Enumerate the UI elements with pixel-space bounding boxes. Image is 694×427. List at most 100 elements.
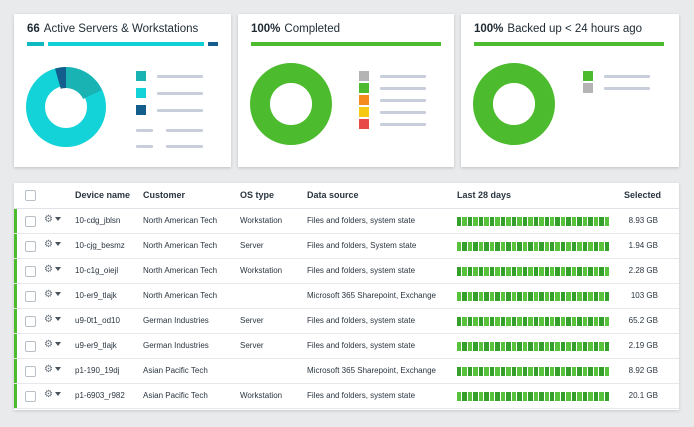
chevron-down-icon[interactable] [55,242,61,246]
row-checkbox[interactable] [25,366,36,377]
last-28-days-bar[interactable] [457,392,610,401]
row-checkbox[interactable] [25,266,36,277]
table-row[interactable]: ⚙ 10-er9_tlajk North American Tech Microsof… [14,284,679,309]
day-status-cell [604,292,610,301]
device-type-donut[interactable] [25,66,107,148]
day-status-cell [566,392,571,401]
last-28-days-bar[interactable] [457,217,610,226]
gear-icon[interactable]: ⚙ [44,389,53,400]
day-status-cell [517,392,522,401]
day-status-cell [517,342,522,351]
device-name-cell[interactable]: u9-0t1_od10 [75,316,120,325]
day-status-cell [544,392,549,401]
row-checkbox[interactable] [25,216,36,227]
chevron-down-icon[interactable] [55,292,61,296]
day-status-cell [511,317,517,326]
day-status-cell [511,367,517,376]
chevron-down-icon[interactable] [55,267,61,271]
header-data-source[interactable]: Data source [307,190,359,200]
gear-icon[interactable]: ⚙ [44,314,53,325]
day-status-cell [522,367,528,376]
day-status-cell [500,267,506,276]
chevron-down-icon[interactable] [55,342,61,346]
day-status-cell [528,367,533,376]
row-checkbox[interactable] [25,291,36,302]
day-status-cell [582,217,588,226]
day-status-cell [577,367,582,376]
last-28-days-bar[interactable] [457,342,610,351]
chevron-down-icon[interactable] [55,317,61,321]
gear-icon[interactable]: ⚙ [44,364,53,375]
card-count: 66 [27,23,40,35]
device-name-cell[interactable]: 10-c1g_oiejl [75,266,119,275]
selected-size-cell: 65.2 GB [628,316,658,325]
backup-recency-donut[interactable] [472,62,556,146]
header-device-name[interactable]: Device name [75,190,131,200]
table-row[interactable]: ⚙ p1-6903_r982 Asian Pacific Tech Workstati… [14,384,679,409]
selected-size-cell: 8.93 GB [628,216,658,225]
table-row[interactable]: ⚙ u9-er9_tlajk German Industries Server File… [14,334,679,359]
row-checkbox[interactable] [25,341,36,352]
day-status-cell [544,342,549,351]
chevron-down-icon[interactable] [55,217,61,221]
last-28-days-bar[interactable] [457,367,610,376]
header-customer[interactable]: Customer [143,190,186,200]
last-28-days-bar[interactable] [457,242,610,251]
table-row[interactable]: ⚙ 10-c1g_oiejl North American Tech Workstat… [14,259,679,284]
data-source-cell: Files and folders, system state [307,216,416,225]
day-status-cell [582,267,588,276]
gear-icon[interactable]: ⚙ [44,264,53,275]
day-status-cell [473,342,478,351]
row-checkbox[interactable] [25,316,36,327]
gear-icon[interactable]: ⚙ [44,214,53,225]
chevron-down-icon[interactable] [55,367,61,371]
last-28-days-bar[interactable] [457,267,610,276]
device-name-cell[interactable]: 10-cjg_besmz [75,241,125,250]
day-status-cell [462,367,467,376]
device-name-cell[interactable]: p1-6903_r982 [75,391,125,400]
day-status-cell [549,217,555,226]
day-status-cell [489,267,495,276]
day-status-cell [566,342,571,351]
day-status-cell [549,367,555,376]
row-checkbox[interactable] [25,241,36,252]
device-name-cell[interactable]: u9-er9_tlajk [75,341,117,350]
last-28-days-bar[interactable] [457,292,610,301]
day-status-cell [528,292,533,301]
header-os-type[interactable]: OS type [240,190,275,200]
table-row[interactable]: ⚙ p1-190_19dj Asian Pacific Tech Microsoft … [14,359,679,384]
device-name-cell[interactable]: p1-190_19dj [75,366,120,375]
header-last-28-days[interactable]: Last 28 days [457,190,512,200]
status-accent [14,284,17,308]
customer-cell: North American Tech [143,266,218,275]
legend-swatch-yellow [359,107,369,117]
day-status-cell [544,317,549,326]
day-status-cell [593,242,599,251]
device-name-cell[interactable]: 10-cdg_jblsn [75,216,121,225]
table-row[interactable]: ⚙ 10-cdg_jblsn North American Tech Workstat… [14,209,679,234]
summary-bar-segment [48,42,204,46]
completed-donut[interactable] [249,62,333,146]
device-name-cell[interactable]: 10-er9_tlajk [75,291,117,300]
day-status-cell [593,217,599,226]
day-status-cell [593,392,599,401]
day-status-cell [495,242,500,251]
day-status-cell [495,367,500,376]
select-all-checkbox[interactable] [25,190,36,201]
gear-icon[interactable]: ⚙ [44,289,53,300]
gear-icon[interactable]: ⚙ [44,239,53,250]
gear-icon[interactable]: ⚙ [44,339,53,350]
row-checkbox[interactable] [25,391,36,402]
day-status-cell [539,342,544,351]
day-status-cell [522,317,528,326]
day-status-cell [599,242,604,251]
last-28-days-bar[interactable] [457,317,610,326]
day-status-cell [528,242,533,251]
table-row[interactable]: ⚙ u9-0t1_od10 German Industries Server Files… [14,309,679,334]
header-selected[interactable]: Selected [624,190,662,200]
table-row[interactable]: ⚙ 10-cjg_besmz North American Tech Server Fi… [14,234,679,259]
chevron-down-icon[interactable] [55,392,61,396]
day-status-cell [495,267,500,276]
day-status-cell [462,217,467,226]
day-status-cell [478,342,484,351]
